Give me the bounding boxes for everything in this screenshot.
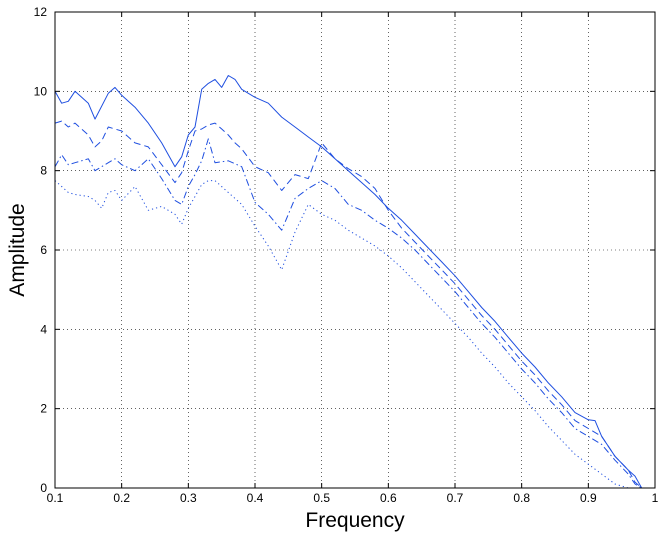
y-tick-label: 2 bbox=[40, 402, 47, 416]
x-tick-label: 0.6 bbox=[380, 491, 397, 505]
series-line-dashdot bbox=[54, 138, 642, 489]
x-tick-label: 0.7 bbox=[447, 491, 464, 505]
series-group bbox=[54, 75, 649, 489]
x-tick-label: 0.4 bbox=[247, 491, 264, 505]
series-line-solid bbox=[54, 75, 649, 489]
y-tick-label: 0 bbox=[40, 481, 47, 495]
grid bbox=[55, 12, 655, 488]
x-tick-label: 0.8 bbox=[513, 491, 530, 505]
x-tick-label: 0.3 bbox=[180, 491, 197, 505]
series-line-dashed bbox=[54, 120, 643, 489]
y-tick-label: 6 bbox=[40, 243, 47, 257]
y-tick-label: 4 bbox=[40, 322, 47, 336]
y-tick-label: 12 bbox=[34, 5, 48, 19]
series-line-dotted bbox=[54, 180, 629, 489]
y-axis-title: Amplitude bbox=[6, 203, 29, 296]
x-tick-label: 1 bbox=[652, 491, 659, 505]
y-tick-label: 10 bbox=[34, 84, 48, 98]
x-tick-label: 0.2 bbox=[113, 491, 130, 505]
x-tick-label: 0.1 bbox=[47, 491, 64, 505]
x-tick-label: 0.5 bbox=[313, 491, 330, 505]
x-axis-title: Frequency bbox=[305, 509, 405, 532]
x-tick-label: 0.9 bbox=[580, 491, 597, 505]
y-tick-label: 8 bbox=[40, 164, 47, 178]
